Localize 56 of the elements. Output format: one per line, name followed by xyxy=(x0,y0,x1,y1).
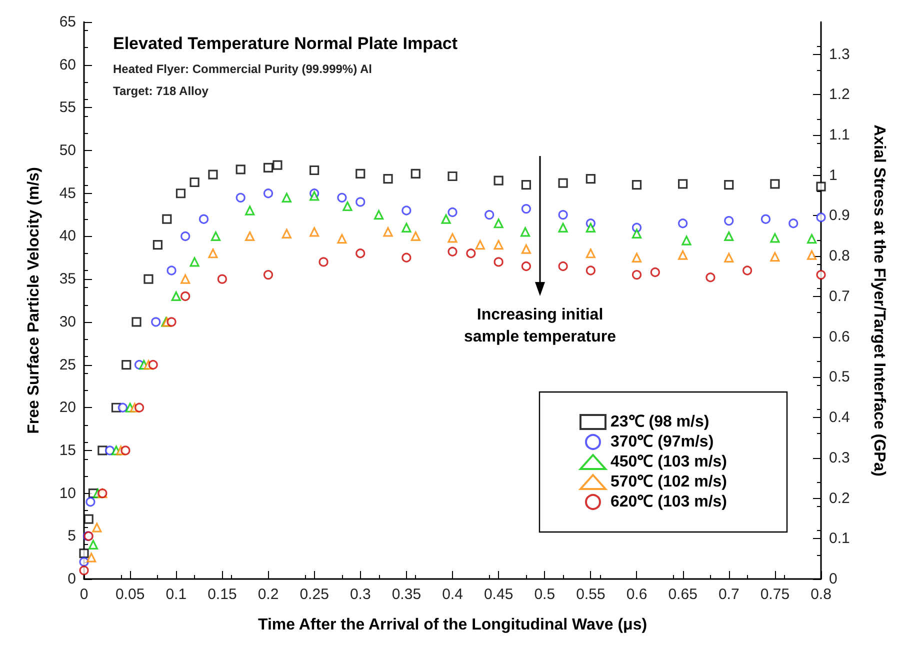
y2-tick-label: 0 xyxy=(829,570,838,588)
x-tick-label: 0.4 xyxy=(442,586,463,603)
y-tick-label: 40 xyxy=(59,228,76,245)
legend-label: 370℃ (97m/s) xyxy=(610,434,714,450)
y2-tick-label: 1.1 xyxy=(829,126,850,144)
y-tick-label: 5 xyxy=(68,528,76,545)
y-tick-label: 30 xyxy=(59,313,76,330)
x-tick-label: 0.25 xyxy=(300,586,329,603)
y-tick-label: 55 xyxy=(59,99,76,116)
x-tick-label: 0.3 xyxy=(350,586,371,603)
x-tick-label: 0.05 xyxy=(115,586,145,603)
y-tick-label: 45 xyxy=(59,184,76,202)
legend-label: 23℃ (98 m/s) xyxy=(610,414,710,430)
y2-tick-label: 0.4 xyxy=(829,409,850,426)
y-tick-label: 50 xyxy=(59,142,76,160)
y2-tick-label: 0.7 xyxy=(829,288,850,305)
x-tick-label: 0.1 xyxy=(166,586,187,603)
x-tick-label: 0.2 xyxy=(258,586,279,603)
x-tick-label: 0.65 xyxy=(668,586,698,603)
y-tick-label: 20 xyxy=(59,399,76,416)
x-tick-label: 0.7 xyxy=(718,586,740,603)
legend-label: 450℃ (103 m/s) xyxy=(610,454,728,470)
y2-tick-label: 0.3 xyxy=(829,449,850,466)
y-tick-label: 25 xyxy=(59,356,76,374)
annotation: Increasing initial sample temperature xyxy=(464,306,616,346)
y2-tick-label: 0.2 xyxy=(829,490,850,507)
y-tick-label: 35 xyxy=(59,270,76,288)
y2-tick-label: 1.3 xyxy=(829,46,850,63)
y2-tick-label: 0.6 xyxy=(829,328,850,346)
y-tick-label: 60 xyxy=(59,56,76,74)
x-tick-label: 0.15 xyxy=(208,586,237,603)
x-tick-label: 0.75 xyxy=(760,586,790,603)
y2-tick-label: 1.2 xyxy=(829,86,850,104)
y-tick-label: 10 xyxy=(59,484,76,502)
legend-label: 570℃ (102 m/s) xyxy=(610,474,728,490)
y2-tick-label: 0.5 xyxy=(829,368,850,386)
x-tick-label: 0.35 xyxy=(392,586,422,603)
x-axis-title: Time After the Arrival of the Longitudinal Wave (μs) xyxy=(258,616,648,634)
x-tick-label: 0 xyxy=(80,586,88,603)
y-tick-label: 0 xyxy=(68,570,76,588)
x-tick-label: 0.5 xyxy=(534,586,556,603)
legend-label: 620℃ (103 m/s) xyxy=(610,494,728,510)
y-tick-label: 65 xyxy=(59,14,76,30)
y2-tick-label: 0.8 xyxy=(829,248,850,265)
y-axis-title: Free Surface Particle Velocity (m/s) xyxy=(26,167,42,434)
y-tick-label: 15 xyxy=(59,442,76,459)
y2-axis-title: Axial Stress at the Flyer/Target Interface (GPa) xyxy=(870,124,888,476)
text: Elevated Temperature Normal Plate Impact xyxy=(113,34,458,53)
y2-tick-label: 0.9 xyxy=(829,207,850,224)
x-tick-label: 0.55 xyxy=(576,586,606,603)
y2-tick-label: 0.1 xyxy=(829,530,850,548)
text: Heated Flyer: Commercial Purity (99.999%) Al Target: 718 Alloy xyxy=(113,62,372,98)
x-tick-label: 0.45 xyxy=(484,586,514,603)
y2-tick-label: 1 xyxy=(829,166,838,184)
x-tick-label: 0.6 xyxy=(626,586,648,603)
x-tick-label: 0.8 xyxy=(810,586,832,603)
